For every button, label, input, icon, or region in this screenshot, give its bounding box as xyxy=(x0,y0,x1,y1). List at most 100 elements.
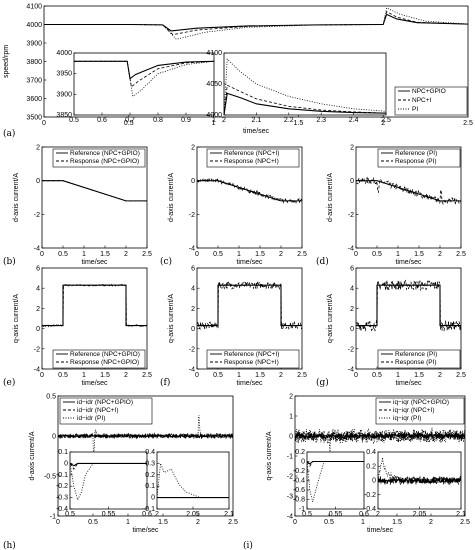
series-line-iq-iqr-npc-i- xyxy=(307,461,364,468)
legend: NPC+GPIO NPC+I PI xyxy=(394,86,468,116)
y-tick-label: 0.1 xyxy=(145,483,155,490)
x-tick-label: 0.5 xyxy=(372,251,382,258)
inset-frame xyxy=(223,52,387,116)
series-line-response-pi- xyxy=(356,279,461,332)
x-tick-label: 1 xyxy=(361,519,365,526)
y-tick-label: 4100 xyxy=(26,4,42,11)
y-tick-label: 0 xyxy=(52,434,56,441)
y-tick-label: -0.1 xyxy=(143,506,155,513)
legend-box xyxy=(377,349,461,369)
y-axis-label: d-axis current/A xyxy=(168,173,175,222)
inset-plot: 0.5 0.55 0.6 -0.4 -0.3 -0.2 -0.1 0 0.1 xyxy=(56,449,152,518)
y-axis-label: q-axis current/A xyxy=(13,294,20,343)
x-tick-label: 1.5 xyxy=(414,251,424,258)
inset-plot: 2 2.1 2.2 2.3 2.4 2.5 4000 4050 4100 xyxy=(206,50,391,124)
x-tick-label: 1.5 xyxy=(100,372,110,379)
series-line-response-npc-gpio- xyxy=(42,180,147,202)
panel-tag-a: (a) xyxy=(3,128,15,139)
inset-plot: 0.5 0.6 0.7 0.8 0.9 1 3850 3900 3950 4000 xyxy=(56,50,216,124)
y-axis-label: d-axis current/A xyxy=(13,173,20,222)
legend-entry: id−idr (NPC+GPIO) xyxy=(77,399,133,406)
legend-box xyxy=(59,397,153,425)
series-line-reference-pi- xyxy=(356,284,461,327)
y-tick-label: -4 xyxy=(34,367,40,374)
legend: Reference (NPC+GPIO)Response (NPC+GPIO) xyxy=(52,148,146,168)
chart-panel-d: 0 0.5 1 1.5 2 2.5 -4 -2 0 2 time/sec d-axis current… xyxy=(327,145,466,267)
legend-entry: Reference (NPC+I) xyxy=(224,351,279,358)
y-tick-label: -2 xyxy=(189,212,195,219)
x-axis-label: time/sec xyxy=(236,259,263,266)
x-tick-label: 0.5 xyxy=(58,372,68,379)
panel-tag-h: (h) xyxy=(3,540,16,550)
x-tick-label: 1 xyxy=(237,372,241,379)
y-tick-label: -1 xyxy=(287,454,293,461)
y-tick-label: 0 xyxy=(64,460,68,467)
x-tick-label: 0.5 xyxy=(58,251,68,258)
series-line-npc-i xyxy=(74,60,214,88)
chart-panel-f: 0 0.5 1 1.5 2 2.5 -4 -2 0 2 4 6 time/sec q-axis curre… xyxy=(168,266,307,388)
legend: Reference (NPC+I)Response (NPC+I) xyxy=(206,349,300,369)
y-tick-label: -0.3 xyxy=(56,495,68,502)
legend-entry: id−idr (PI) xyxy=(77,415,105,422)
legend: Reference (NPC+GPIO)Response (NPC+GPIO) xyxy=(52,349,146,369)
x-tick-label: 0.55 xyxy=(329,511,343,518)
y-tick-label: 3900 xyxy=(56,91,72,98)
x-tick-label: 0.55 xyxy=(102,511,116,518)
y-tick-label: 0.1 xyxy=(58,449,68,456)
inset-frame xyxy=(69,451,148,510)
y-tick-label: 2 xyxy=(36,145,40,152)
y-tick-label: -0.4 xyxy=(56,506,68,513)
inset-plot: 2 2.05 2.1 -0.1 0 0.1 0.2 0.3 0.4 xyxy=(143,449,234,518)
y-tick-label: 3600 xyxy=(26,96,42,103)
x-tick-label: 0.5 xyxy=(65,511,75,518)
legend-entry: Reference (NPC+GPIO) xyxy=(70,150,140,157)
y-tick-label: -2 xyxy=(287,474,293,481)
x-tick-label: 0 xyxy=(42,120,46,127)
x-tick-label: 1.5 xyxy=(255,372,265,379)
x-tick-label: 2 xyxy=(124,372,128,379)
legend-entry: Reference (NPC+GPIO) xyxy=(70,351,140,358)
y-tick-label: 3950 xyxy=(56,71,72,78)
x-tick-label: 0.5 xyxy=(324,519,334,526)
legend-box xyxy=(206,148,300,168)
x-tick-label: 0.6 xyxy=(97,117,107,124)
x-tick-label: 2.5 xyxy=(228,519,238,526)
y-tick-label: 0 xyxy=(372,478,376,485)
panel-tag-i: (i) xyxy=(243,540,253,550)
x-tick-label: 0.8 xyxy=(153,117,163,124)
y-tick-label: 4000 xyxy=(56,50,72,57)
legend-box xyxy=(394,86,468,116)
legend-entry: Reference (PI) xyxy=(395,351,437,358)
legend-box xyxy=(206,349,300,369)
y-tick-label: 3900 xyxy=(26,41,42,48)
y-tick-label: 0 xyxy=(191,178,195,185)
chart-panel-c: 0 0.5 1 1.5 2 2.5 -4 -2 0 2 time/sec d-axis current… xyxy=(168,145,307,267)
x-tick-label: 2 xyxy=(124,251,128,258)
y-tick-label: -3 xyxy=(287,494,293,501)
legend-entry: Response (NPC+I) xyxy=(224,158,279,165)
legend-entry: NPC+I xyxy=(412,97,432,104)
x-tick-label: 2.5 xyxy=(142,251,152,258)
legend-box xyxy=(377,148,461,168)
x-tick-label: 2.5 xyxy=(456,372,466,379)
y-axis-label: q-axis current/A xyxy=(327,294,334,343)
legend: Reference (PI)Response (PI) xyxy=(377,349,461,369)
legend: id−idr (NPC+GPIO)id−idr (NPC+I)id−idr (P… xyxy=(59,397,153,425)
x-tick-label: 0.5 xyxy=(213,251,223,258)
x-tick-label: 0.7 xyxy=(125,117,135,124)
series-line-npc-i xyxy=(224,84,386,115)
legend: Reference (PI)Response (PI) xyxy=(377,148,461,168)
y-tick-label: -2 xyxy=(34,346,40,353)
x-tick-label: 0.5 xyxy=(69,117,79,124)
x-axis-label: time/sec xyxy=(367,527,394,534)
y-tick-label: 4 xyxy=(350,286,354,293)
legend-entry: Response (NPC+I) xyxy=(224,359,279,366)
x-tick-label: 2.5 xyxy=(297,372,307,379)
x-tick-label: 0 xyxy=(293,519,297,526)
series-line-iq-iqr-pi- xyxy=(295,427,465,452)
chart-panel-a: 0 0.5 1 1.5 2 2.53500360037003800390040004100… xyxy=(3,4,473,136)
x-tick-label: 2 xyxy=(155,511,159,518)
x-tick-label: 0 xyxy=(56,519,60,526)
series-line-npc-gpio xyxy=(224,92,386,115)
inset-frame xyxy=(156,451,230,510)
